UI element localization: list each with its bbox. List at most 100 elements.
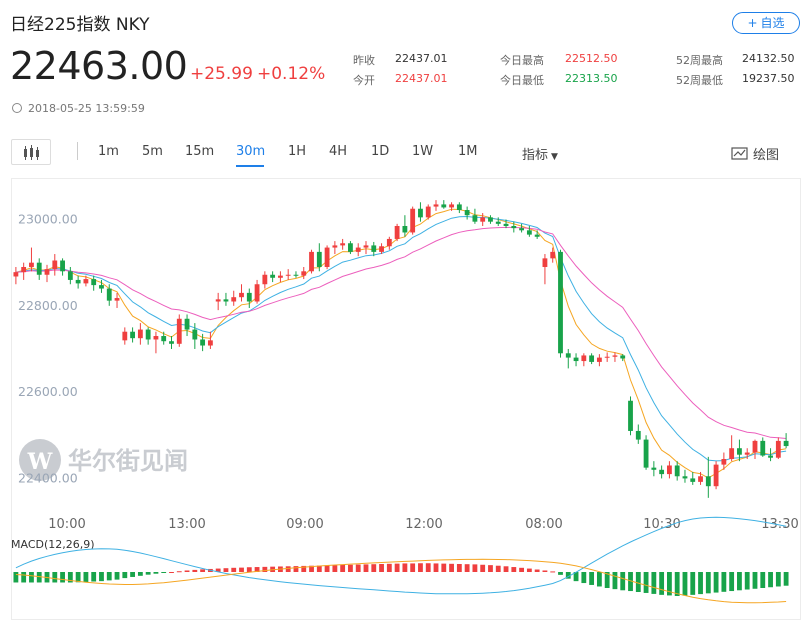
candle	[635, 424, 641, 444]
candle-body	[488, 217, 493, 222]
candle	[472, 208, 478, 224]
candle-body	[176, 318, 182, 344]
macd-bar	[200, 569, 206, 572]
candle-body	[425, 206, 431, 218]
caret-down-icon: ▼	[551, 152, 558, 162]
candle-body	[721, 459, 727, 465]
macd-bar	[526, 568, 532, 572]
macd-bar	[316, 565, 322, 572]
w52-high-label: 52周最高	[676, 54, 723, 67]
macd-bar	[511, 567, 517, 572]
candle	[558, 249, 563, 358]
ma-mid-line	[15, 215, 787, 462]
macd-bar	[176, 571, 182, 573]
candle-body	[620, 355, 626, 359]
macd-bar	[690, 572, 696, 595]
candle-body	[783, 440, 789, 447]
macd-bar	[464, 564, 470, 572]
candle	[316, 243, 322, 272]
candle-body	[596, 357, 602, 362]
candle-body	[169, 341, 174, 344]
price-change-pct: +0.12%	[257, 64, 326, 84]
macd-bar	[775, 572, 781, 587]
candle-body	[60, 260, 65, 272]
interval-1m[interactable]: 1m	[98, 144, 119, 159]
candle-body	[418, 208, 423, 218]
interval-1mo[interactable]: 1M	[458, 144, 478, 159]
candle	[643, 435, 649, 470]
macd-bar	[36, 572, 42, 583]
candle	[425, 204, 431, 220]
candle	[161, 331, 167, 345]
interval-1h[interactable]: 1H	[288, 144, 307, 159]
candle	[698, 471, 703, 485]
macd-bar	[558, 572, 563, 575]
candle-body	[433, 204, 439, 207]
candle	[231, 290, 237, 306]
ma-short-line	[15, 208, 787, 479]
candle-body	[441, 204, 447, 208]
candle-body	[526, 230, 532, 235]
candle	[293, 271, 299, 278]
candle-body	[558, 251, 563, 354]
day-high-value: 22512.50	[565, 52, 618, 65]
candle	[114, 292, 120, 308]
candle-body	[99, 285, 104, 289]
candle	[449, 202, 454, 211]
candle-body	[612, 355, 618, 357]
macd-bar	[145, 572, 151, 575]
macd-bar	[13, 572, 19, 583]
candle	[29, 247, 34, 272]
candle	[480, 213, 486, 226]
candle	[83, 275, 89, 287]
candle	[207, 331, 213, 349]
macd-bar	[29, 572, 34, 583]
price-change: +25.99	[190, 64, 253, 84]
candle	[737, 439, 742, 462]
candle-body	[285, 274, 291, 276]
macd-bar	[99, 572, 104, 582]
macd-bar	[620, 572, 626, 591]
candle-body	[270, 274, 276, 278]
clock-icon	[12, 103, 22, 113]
macd-bar	[425, 563, 431, 572]
candle	[75, 275, 81, 289]
candle	[394, 223, 400, 242]
draw-button[interactable]: 绘图	[731, 144, 779, 163]
prev-close-value: 22437.01	[395, 52, 448, 65]
macd-bar	[215, 568, 221, 572]
interval-30m[interactable]: 30m	[236, 144, 266, 159]
candle-body	[744, 452, 750, 455]
candle-body	[29, 262, 34, 267]
interval-5m[interactable]: 5m	[142, 144, 163, 159]
interval-1w[interactable]: 1W	[412, 144, 434, 159]
candle-body	[690, 478, 696, 482]
interval-15m[interactable]: 15m	[185, 144, 215, 159]
x-tick-label: 13:00	[168, 517, 205, 532]
macd-bar	[137, 572, 143, 576]
macd-bar	[666, 572, 672, 596]
y-tick-label: 22400.00	[18, 470, 78, 485]
macd-bar	[83, 572, 89, 583]
macd-bar	[550, 571, 556, 573]
interval-4h[interactable]: 4H	[329, 144, 348, 159]
chart-type-button[interactable]	[11, 139, 51, 165]
candle	[309, 249, 314, 274]
candle-body	[628, 400, 633, 431]
open-value: 22437.01	[395, 72, 448, 85]
macd-bar	[737, 572, 742, 591]
macd-bar	[480, 564, 486, 572]
candle	[99, 279, 104, 293]
indicator-dropdown[interactable]: 指标 ▼	[522, 144, 558, 163]
candle-body	[52, 260, 58, 270]
x-tick-label: 10:00	[48, 517, 85, 532]
candle	[324, 245, 330, 270]
candle	[44, 264, 50, 283]
macd-bar	[651, 572, 657, 594]
candle	[184, 314, 190, 337]
add-watchlist-button[interactable]: + 自选	[732, 12, 800, 34]
interval-1d[interactable]: 1D	[371, 144, 390, 159]
macd-bar	[52, 572, 58, 583]
macd-bar	[246, 567, 252, 572]
